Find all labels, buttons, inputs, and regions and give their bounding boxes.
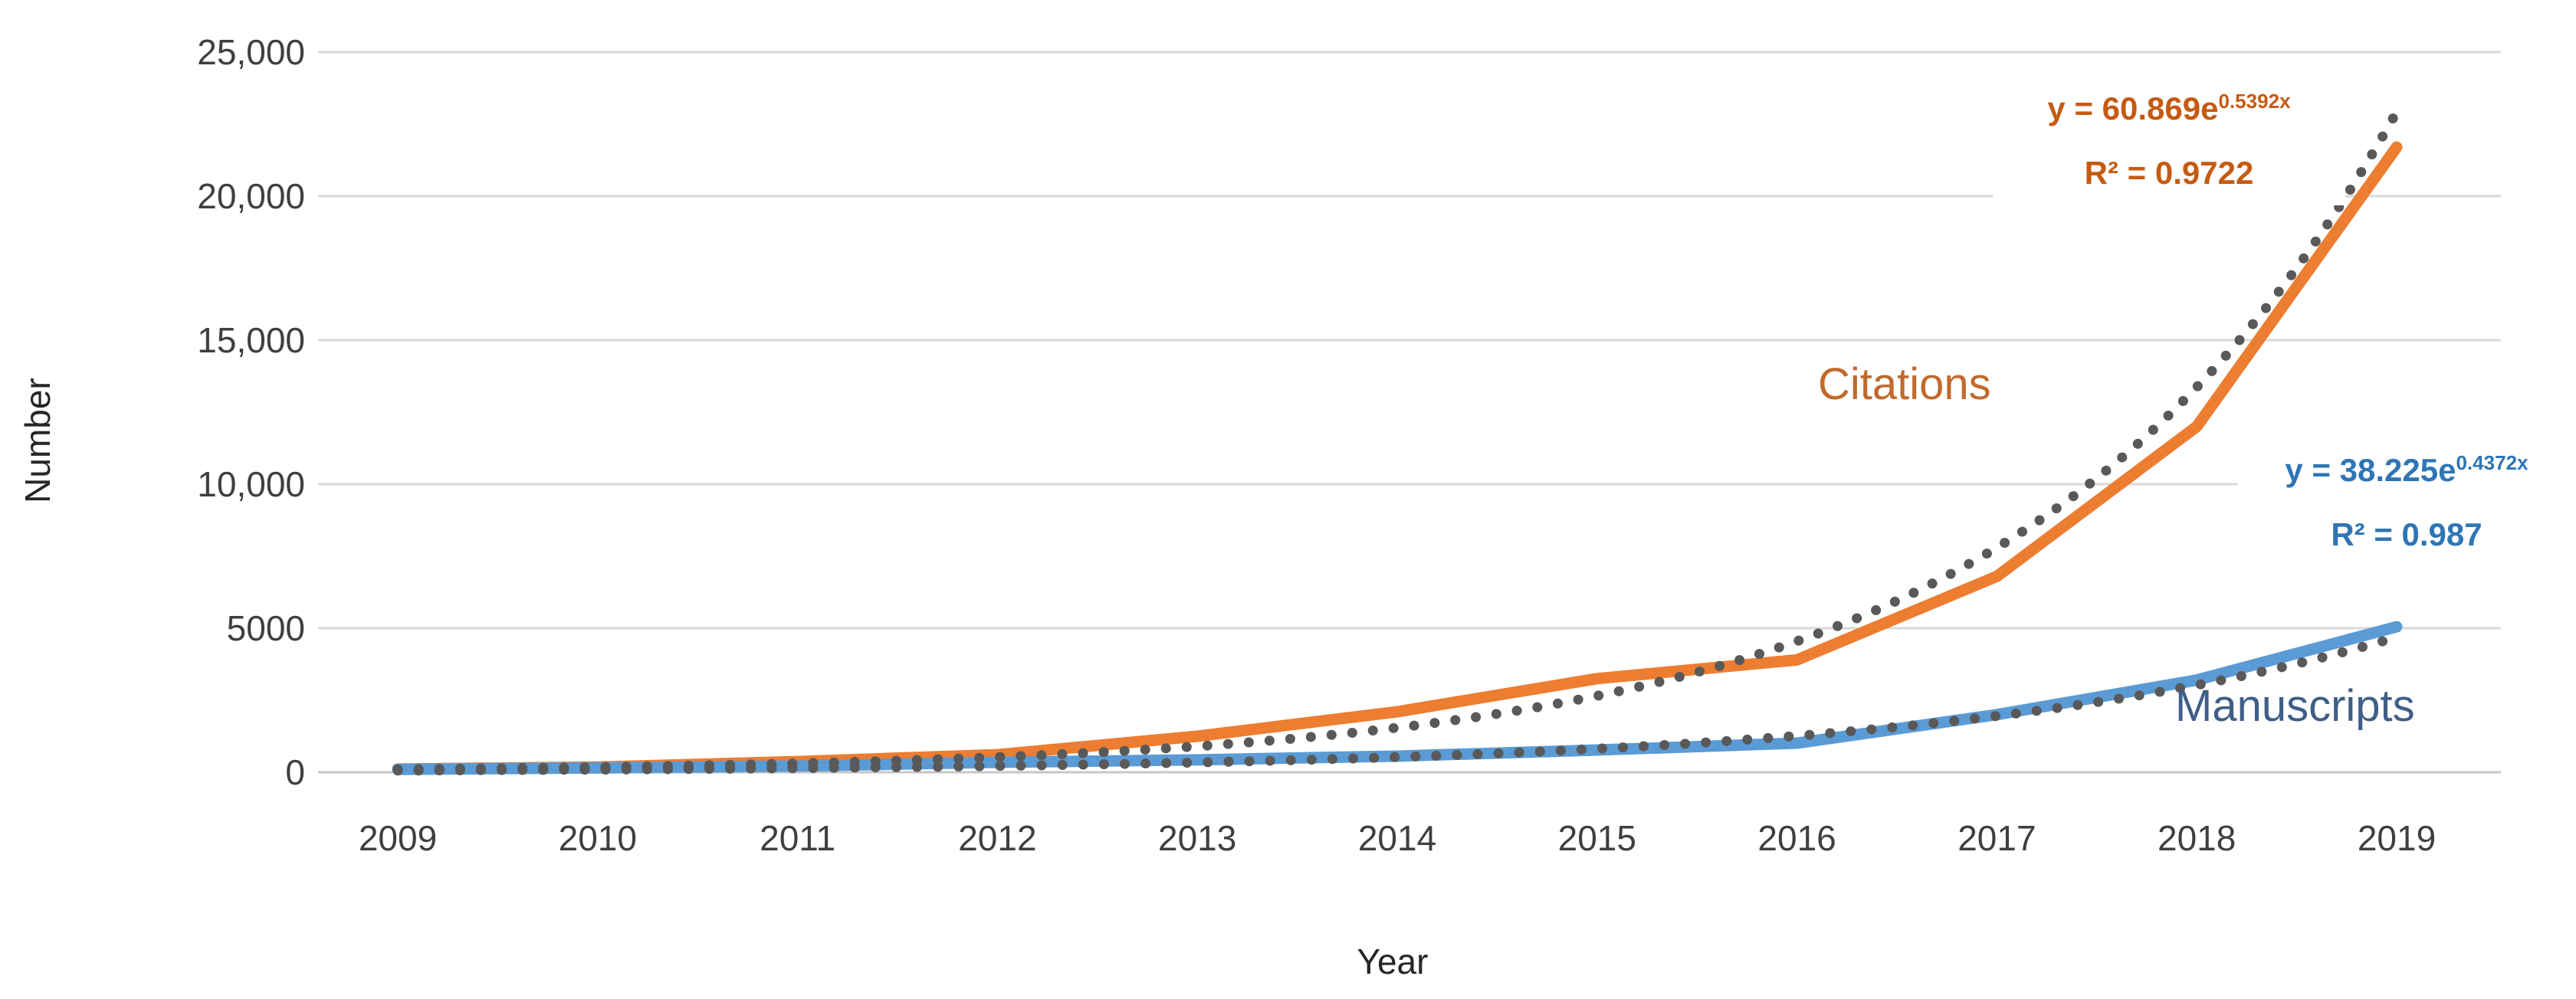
x-axis-tick-label: 2017 <box>1957 818 2036 858</box>
x-axis-tick-label: 2018 <box>2158 818 2236 858</box>
y-axis-tick-label: 25,000 <box>197 32 305 72</box>
citations-r-squared: R² = 0.9722 <box>2084 155 2254 191</box>
citations-equation-exponent: 0.5392x <box>2218 90 2291 113</box>
manuscripts-equation-text: y = 38.225e <box>2285 452 2456 488</box>
manuscripts-series-label: Manuscripts <box>2175 681 2415 731</box>
manuscripts-trendline-equation: y = 38.225e0.4372x R² = 0.987 <box>2238 438 2575 567</box>
x-axis-tick-label: 2009 <box>359 818 437 858</box>
x-axis-title: Year <box>1357 942 1429 981</box>
y-axis-tick-label: 15,000 <box>197 320 305 360</box>
citations-equation-text: y = 60.869e <box>2047 90 2219 126</box>
y-axis-tick-label: 0 <box>285 752 305 792</box>
x-axis-tick-label: 2019 <box>2358 818 2436 858</box>
citations-series-label: Citations <box>1818 359 1991 409</box>
y-axis-tick-label: 10,000 <box>197 464 305 504</box>
y-axis-title: Number <box>18 378 57 503</box>
x-axis-tick-label: 2015 <box>1558 818 1636 858</box>
manuscripts-equation-line: y = 38.225e0.4372x <box>2238 438 2575 503</box>
citations-trendline-equation: y = 60.869e0.5392x R² = 0.9722 <box>1993 77 2345 205</box>
y-axis-tick-label: 20,000 <box>197 176 305 216</box>
y-axis-tick-label: 5000 <box>227 608 305 648</box>
citations-equation-line: y = 60.869e0.5392x <box>1993 77 2345 141</box>
x-axis-tick-label: 2012 <box>958 818 1036 858</box>
x-axis-tick-label: 2011 <box>760 818 835 858</box>
x-axis-tick-label: 2010 <box>559 818 637 858</box>
manuscripts-equation-exponent: 0.4372x <box>2456 451 2528 474</box>
manuscripts-trendline-dots <box>392 632 2402 776</box>
citations-line <box>392 141 2403 775</box>
manuscripts-r-squared: R² = 0.987 <box>2331 516 2482 552</box>
x-axis-tick-label: 2014 <box>1358 818 1436 858</box>
x-axis-tick-label: 2016 <box>1757 818 1836 858</box>
citations-trendline-dots <box>392 106 2402 775</box>
x-axis-tick-label: 2013 <box>1158 818 1236 858</box>
